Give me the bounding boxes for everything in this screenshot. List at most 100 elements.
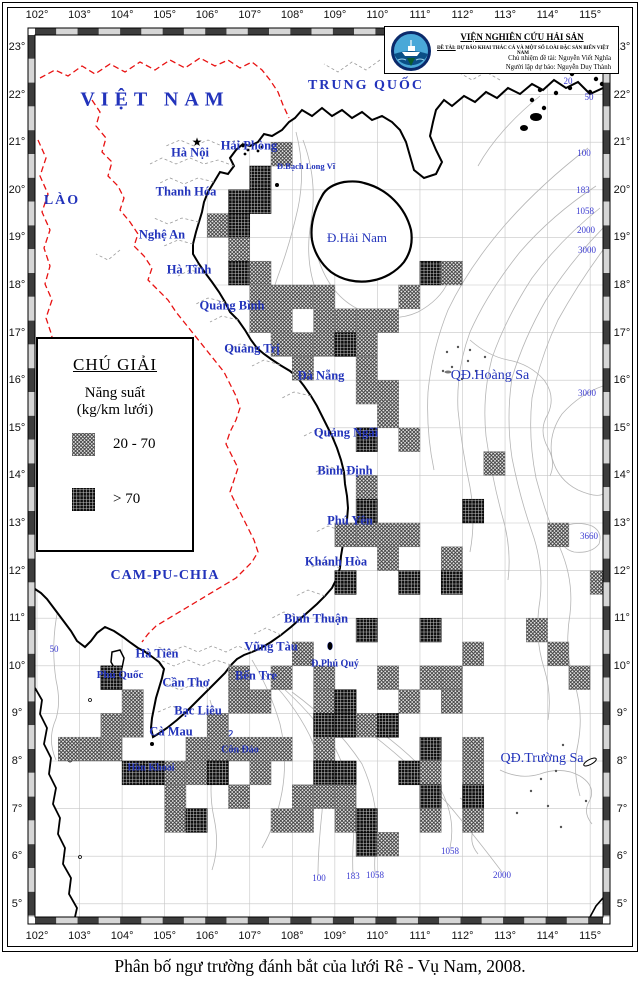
frame-segment [28,106,35,130]
institute-logo-icon [390,30,432,72]
ha-long-islet [261,146,264,149]
catch-cell-high [228,261,249,285]
frame-segment [28,273,35,297]
frame-segment [603,368,610,392]
frame-segment [226,28,247,35]
paracel-islet [451,366,453,368]
depth-contour [500,770,592,824]
catch-cell-mid [335,809,356,833]
spratly-islet [540,778,542,780]
frame-segment [28,582,35,606]
catch-cell-mid [250,761,271,785]
frame-segment [567,917,588,924]
catch-cell-mid [399,428,420,452]
catch-cell-mid [186,737,207,761]
catch-cell-mid [377,523,398,547]
spratly-islet [516,812,518,814]
paracel-islet [446,351,448,353]
catch-cell-mid [271,333,292,357]
frame-segment [99,28,120,35]
catch-cell-mid [207,737,228,761]
catch-cell-mid [165,809,186,833]
catch-cell-high [356,499,377,523]
frame-segment [603,654,610,678]
catch-cell-mid [420,761,441,785]
catch-cell-mid [165,761,186,785]
catch-cell-mid [122,690,143,714]
hainan-island [311,181,411,281]
frame-segment [28,487,35,511]
catch-cell-high [314,761,335,785]
frame-segment [603,749,610,773]
legend-swatch-dark [72,488,95,511]
catch-cell-mid [441,547,462,571]
frame-segment [28,749,35,773]
frame-segment [603,130,610,154]
catch-cell-high [356,832,377,856]
catch-cell-high [441,571,462,595]
frame-segment [28,916,35,917]
catch-cell-mid [463,642,484,666]
depth-contour [458,186,596,552]
frame-segment [99,917,120,924]
frame-segment [28,368,35,392]
frame-segment [28,797,35,821]
catch-cell-mid [207,214,228,238]
capital-star-icon: ★ [192,135,203,149]
catch-cell-mid [314,737,335,761]
frame-segment [603,582,610,606]
project-lead: Chủ nhiệm đề tài: Nguyễn Viết Nghĩa [433,55,611,62]
catch-cell-mid [356,356,377,380]
map-caption: Phân bố ngư trường đánh bắt của lưới Rê … [0,956,640,977]
frame-segment [35,917,56,924]
frame-segment [269,917,290,924]
frame-segment [603,868,610,892]
frame-segment [184,28,205,35]
catch-cell-mid [441,690,462,714]
catch-cell-mid [271,809,292,833]
frame-segment [28,321,35,345]
ha-long-islet [252,144,255,147]
frame-segment [603,678,610,702]
frame-segment [603,820,610,844]
catch-cell-mid [335,523,356,547]
frame-segment [439,917,460,924]
frame-segment [28,297,35,321]
china-coast-islet [588,90,592,94]
frame-segment [35,28,56,35]
frame-segment [603,344,610,368]
catch-cell-high [420,785,441,809]
frame-segment [290,28,311,35]
frame-segment [397,917,418,924]
catch-cell-mid [356,309,377,333]
catch-cell-mid [463,761,484,785]
catch-cell-mid [80,737,101,761]
frame-segment [28,559,35,583]
legend-title: CHÚ GIẢI [38,355,192,375]
china-coast-islet [542,106,546,110]
frame-segment [28,130,35,154]
frame-segment [503,917,524,924]
frame-segment [28,868,35,892]
china-coast-islet [594,77,598,81]
catch-cell-mid [292,642,313,666]
frame-segment [163,917,184,924]
china-coast-islet [530,98,534,102]
catch-cell-mid [186,761,207,785]
spratly-islet [562,744,564,746]
catch-cell-mid [377,666,398,690]
catch-cell-mid [228,666,249,690]
catch-cell-mid [399,690,420,714]
frame-segment [603,178,610,202]
paracel-islet [442,370,444,372]
catch-cell-mid [228,690,249,714]
bach-long-vi-island [275,183,279,187]
frame-segment [28,773,35,797]
catch-cell-mid [569,666,590,690]
frame-segment [28,416,35,440]
frame-segment [28,178,35,202]
catch-cell-mid [207,713,228,737]
catch-cell-mid [314,285,335,309]
catch-cell-high [335,571,356,595]
frame-segment [603,106,610,130]
